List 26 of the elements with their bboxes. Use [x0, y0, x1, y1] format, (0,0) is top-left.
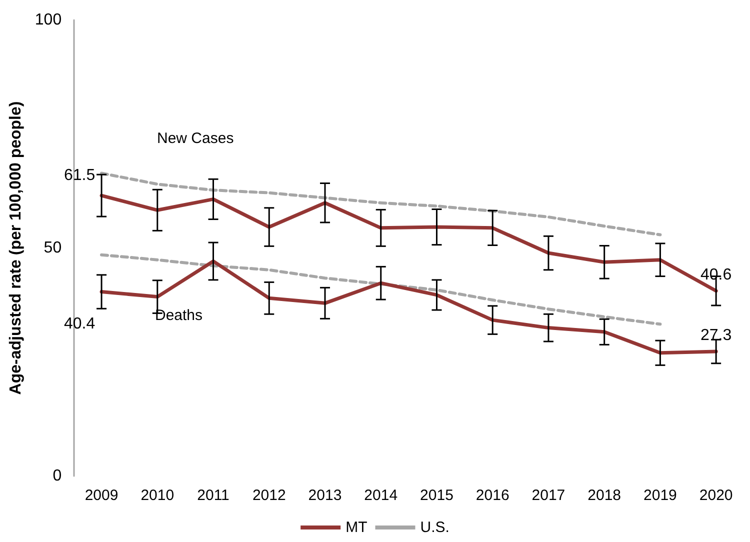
- x-tick-label: 2009: [84, 487, 118, 504]
- legend-label: U.S.: [420, 519, 450, 536]
- line-series: [100, 253, 662, 326]
- annotation: Deaths: [155, 307, 203, 324]
- x-tick-label: 2020: [699, 487, 733, 504]
- y-tick-label: 100: [34, 12, 62, 28]
- line-series: [100, 172, 662, 236]
- data-label: 40.6: [700, 266, 732, 284]
- x-tick-label: 2018: [588, 487, 622, 504]
- x-tick-label: 2011: [197, 487, 230, 504]
- data-label: 40.4: [64, 315, 96, 332]
- y-tick-label: 50: [44, 240, 62, 256]
- data-label: 61.5: [64, 167, 96, 184]
- x-tick-label: 2016: [476, 487, 510, 504]
- y-axis-title: Age-adjusted rate (per 100,000 people): [8, 101, 24, 395]
- x-tick-label: 2015: [420, 487, 454, 504]
- x-tick-label: 2017: [532, 487, 566, 504]
- annotation: New Cases: [157, 130, 234, 147]
- legend-label: MT: [346, 519, 368, 536]
- y-tick-label: 0: [52, 468, 62, 484]
- x-tick-label: 2013: [308, 487, 342, 504]
- data-label: 27.3: [700, 327, 732, 344]
- x-tick-label: 2014: [364, 487, 398, 504]
- x-tick-label: 2010: [140, 487, 174, 504]
- x-tick-label: 2012: [252, 487, 286, 504]
- x-tick-label: 2019: [644, 487, 677, 504]
